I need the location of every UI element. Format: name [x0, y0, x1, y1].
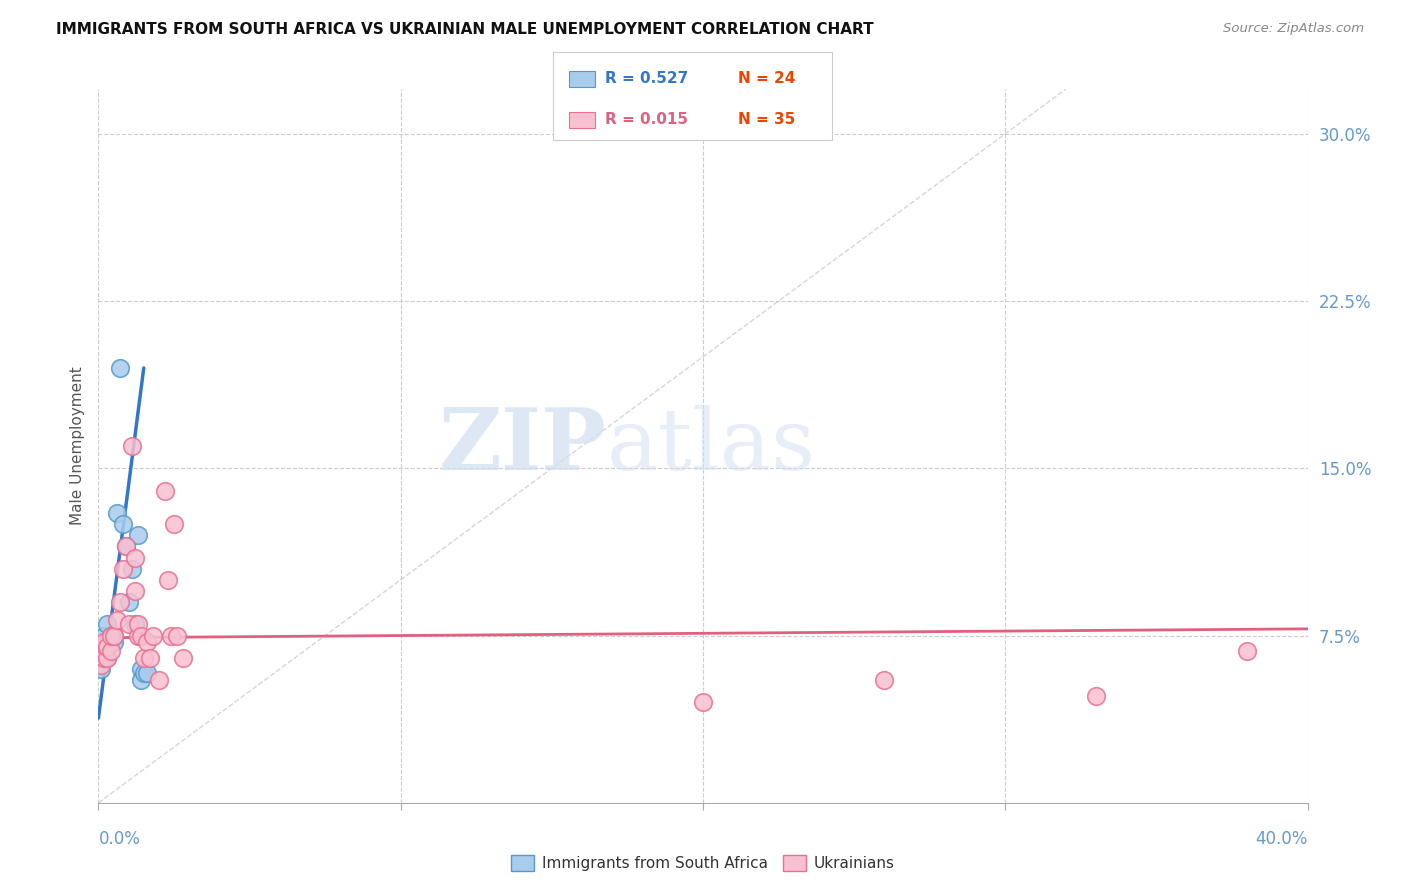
Point	[90, 657, 112, 672]
Point	[135, 635, 157, 649]
Point	[100, 628, 122, 642]
Text: atlas: atlas	[606, 404, 815, 488]
Point	[90, 644, 112, 658]
Point	[96, 651, 118, 665]
Point	[90, 662, 112, 676]
Point	[127, 617, 149, 632]
Point	[129, 673, 152, 687]
Point	[103, 635, 125, 649]
Point	[121, 562, 143, 576]
Point	[103, 628, 125, 642]
Text: IMMIGRANTS FROM SOUTH AFRICA VS UKRAINIAN MALE UNEMPLOYMENT CORRELATION CHART: IMMIGRANTS FROM SOUTH AFRICA VS UKRAINIA…	[56, 22, 875, 37]
Text: N = 24: N = 24	[738, 71, 796, 87]
Point	[105, 506, 128, 520]
Point	[124, 583, 146, 598]
Point	[111, 562, 134, 576]
Point	[132, 651, 155, 665]
Point	[129, 662, 152, 676]
Point	[90, 640, 112, 654]
Point	[127, 528, 149, 542]
Point	[100, 628, 122, 642]
Point	[873, 673, 896, 687]
Point	[96, 617, 118, 632]
Point	[114, 539, 136, 553]
Point	[1236, 644, 1258, 658]
Point	[93, 651, 115, 665]
Text: R = 0.527: R = 0.527	[605, 71, 688, 87]
Point	[129, 628, 152, 642]
Point	[1085, 689, 1108, 703]
Point	[118, 595, 141, 609]
Point	[160, 628, 183, 642]
Text: R = 0.015: R = 0.015	[605, 112, 688, 128]
Legend: Immigrants from South Africa, Ukrainians: Immigrants from South Africa, Ukrainians	[505, 849, 901, 877]
Point	[93, 635, 115, 649]
Point	[156, 573, 179, 587]
Point	[139, 651, 162, 665]
Point	[142, 628, 165, 642]
Point	[90, 651, 112, 665]
Point	[96, 640, 118, 654]
Point	[96, 651, 118, 665]
Point	[127, 628, 149, 642]
Point	[153, 483, 176, 498]
Point	[135, 666, 157, 681]
Text: Source: ZipAtlas.com: Source: ZipAtlas.com	[1223, 22, 1364, 36]
Point	[93, 640, 115, 654]
Point	[163, 517, 186, 532]
Text: N = 35: N = 35	[738, 112, 796, 128]
Point	[118, 617, 141, 632]
Text: 40.0%: 40.0%	[1256, 830, 1308, 847]
Point	[111, 517, 134, 532]
Point	[93, 651, 115, 665]
Y-axis label: Male Unemployment: Male Unemployment	[69, 367, 84, 525]
Point	[121, 439, 143, 453]
Point	[692, 696, 714, 710]
Point	[166, 628, 188, 642]
Point	[100, 644, 122, 658]
Point	[124, 550, 146, 565]
Point	[114, 539, 136, 553]
Text: ZIP: ZIP	[439, 404, 606, 488]
Point	[108, 360, 131, 375]
Point	[103, 628, 125, 642]
Point	[124, 617, 146, 632]
Point	[96, 635, 118, 649]
Point	[148, 673, 170, 687]
Point	[105, 613, 128, 627]
Point	[93, 628, 115, 642]
Text: 0.0%: 0.0%	[98, 830, 141, 847]
Point	[132, 666, 155, 681]
Point	[108, 595, 131, 609]
Point	[172, 651, 194, 665]
